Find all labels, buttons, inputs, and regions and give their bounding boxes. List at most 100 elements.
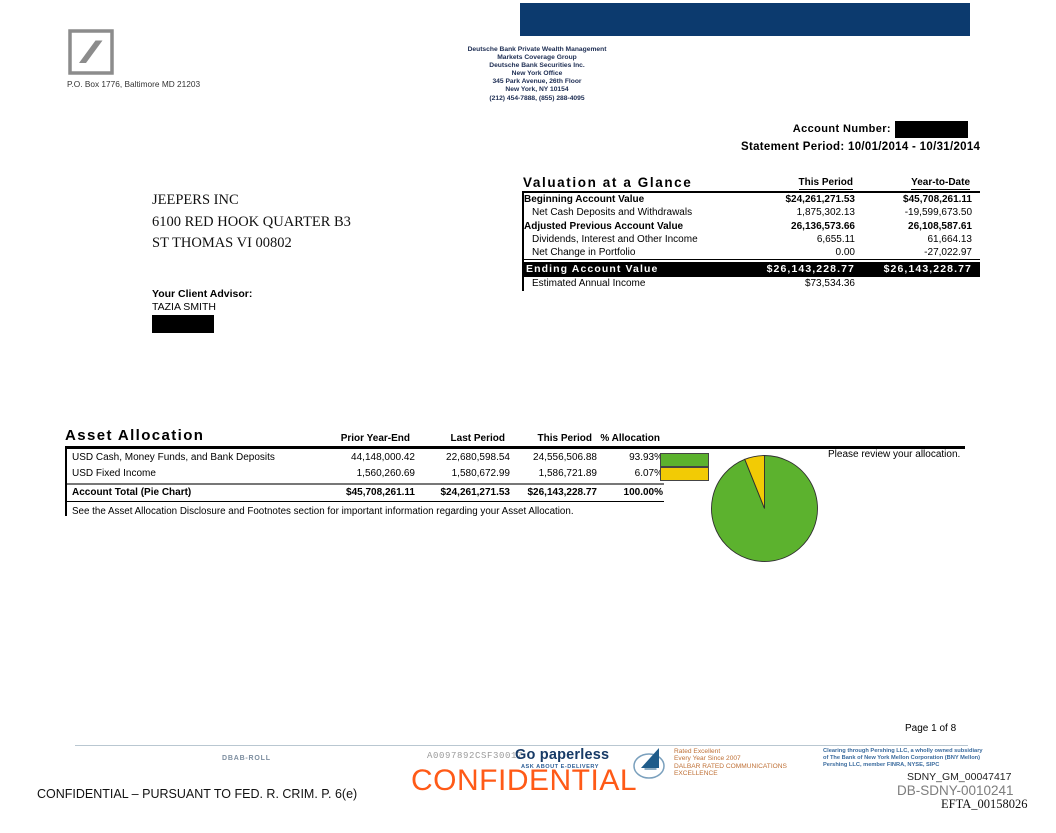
account-number-label: Account Number: [792,123,891,135]
ending-this-period: $26,143,228.77 [766,263,855,276]
valuation-row-label: Net Cash Deposits and Withdrawals [532,207,693,219]
document-code: A0097892CSF30017 [427,751,524,761]
legend-swatch-cash [660,453,709,467]
valuation-row-label: Beginning Account Value [524,194,645,205]
dalbar-seal-icon [629,746,669,780]
valuation-title: Valuation at a Glance [523,175,693,190]
aa-col-percent-allocation: % Allocation [600,433,660,444]
valuation-row-ytd: 26,108,587.61 [908,220,972,232]
valuation-table: Beginning Account Value $24,261,271.53 $45… [522,191,980,292]
aa-col-last-period: Last Period [450,433,505,444]
text-line: Clearing through Pershing LLC, a wholly … [823,748,983,754]
valuation-estimated-row: Estimated Annual Income $73,534.36 [524,277,980,291]
asset-allocation-table: USD Cash, Money Funds, and Bank Deposits… [67,450,664,517]
valuation-row-this-period: 1,875,302.13 [796,207,855,219]
bates-number-sdny-gm: SDNY_GM_00047417 [907,771,1012,783]
asset-allocation-divider [65,446,965,449]
aa-row-last: 22,680,598.54 [446,452,510,463]
confidential-stamp: CONFIDENTIAL [411,764,638,797]
aa-row-label: USD Cash, Money Funds, and Bank Deposits [72,452,275,463]
aa-row-prior: 1,560,260.69 [356,468,415,480]
ending-label: Ending Account Value [526,263,659,276]
text-line: EXCELLENCE [674,770,718,778]
account-number-redaction [895,121,968,138]
asset-allocation-row: USD Cash, Money Funds, and Bank Deposits… [67,450,664,466]
valuation-row: Net Cash Deposits and Withdrawals 1,875,3… [524,206,980,219]
aa-row-last: 1,580,672.99 [451,468,510,480]
allocation-pie-chart [711,455,818,562]
page-number: Page 1 of 8 [905,723,957,734]
valuation-row-label: Net Change in Portfolio [532,247,636,259]
ending-ytd: $26,143,228.77 [883,263,972,276]
go-paperless-text: Go paperless [515,747,610,763]
pershing-disclosure: Clearing through Pershing LLC, a wholly … [823,748,983,770]
text-line: ST THOMAS VI 00802 [152,235,292,251]
aa-col-prior-year-end: Prior Year-End [340,433,410,444]
statement-period: Statement Period: 10/01/2014 - 10/31/201… [741,141,981,153]
valuation-row-ytd: 61,664.13 [927,233,973,245]
valuation-row-label: Adjusted Previous Account Value [524,220,684,232]
footer-divider [75,745,968,746]
valuation-row: Adjusted Previous Account Value 26,136,57… [524,220,980,233]
aa-total-prior: $45,708,261.11 [346,486,415,498]
aa-row-this: 1,586,721.89 [538,468,597,480]
advisor-phone-redaction [152,315,214,333]
aa-row-label: USD Fixed Income [72,468,156,480]
dbab-roll-code: DBAB-ROLL [222,755,271,762]
valuation-row-this-period: 6,655.11 [816,233,855,245]
aa-total-alloc: 100.00% [623,486,663,498]
valuation-ending-row: Ending Account Value $26,143,228.77 $26,… [524,262,980,278]
valuation-row-ytd: -27,022.97 [924,247,972,259]
estimated-this-period: $73,534.36 [804,278,855,290]
client-address-block: JEEPERS INC 6100 RED HOOK QUARTER B3 ST TH… [152,190,351,255]
dalbar-rating-text: Rated Excellent Every Year Since 2007 DALB… [674,748,787,778]
po-box-caption: P.O. Box 1776, Baltimore MD 21203 [67,79,201,89]
deutsche-bank-logo-icon [68,29,114,75]
legend-swatch-fixed-income [660,467,709,481]
pie-slice [744,455,765,509]
asset-allocation-left-rule [65,446,67,516]
aa-total-label: Account Total (Pie Chart) [72,486,192,498]
aa-row-alloc: 6.07% [634,468,663,480]
client-advisor-name: TAZIA SMITH [152,301,216,313]
bank-address-block: Deutsche Bank Private Wealth Management M… [437,46,637,103]
valuation-row: Beginning Account Value $24,261,271.53 $45… [524,193,980,206]
asset-allocation-row: USD Fixed Income 1,560,260.69 1,580,672.99… [67,466,664,485]
valuation-row: Net Change in Portfolio 0.00 -27,022.97 [524,246,980,261]
bates-number-efta: EFTA_00158026 [941,797,1028,811]
estimated-ytd [855,277,980,291]
valuation-col-this-period: This Period [798,177,853,190]
aa-col-this-period: This Period [537,433,592,444]
valuation-row-ytd: $45,708,261.11 [903,194,972,205]
client-advisor-label: Your Client Advisor: [152,288,253,300]
valuation-column-headers: This Period Year-to-Date [522,177,978,190]
text-line: JEEPERS INC [152,192,239,208]
top-navy-bar [520,3,970,36]
text-line: Deutsche Bank Private Wealth Management [467,46,607,53]
confidential-legend: CONFIDENTIAL – PURSUANT TO FED. R. CRIM.… [37,787,358,801]
text-line: Every Year Since 2007 [674,755,741,763]
asset-allocation-title: Asset Allocation [65,427,205,444]
valuation-row-this-period: 0.00 [835,247,855,259]
valuation-row: Dividends, Interest and Other Income 6,65… [524,233,980,246]
valuation-row-ytd: -19,599,673.50 [904,207,972,219]
estimated-label: Estimated Annual Income [532,278,646,290]
aa-row-alloc: 93.93% [629,452,663,463]
text-line: of The Bank of New York Mellon Corporati… [823,755,981,762]
valuation-row-label: Dividends, Interest and Other Income [532,233,698,245]
allocation-review-note: Please review your allocation. [828,449,961,460]
text-line: DALBAR RATED COMMUNICATIONS [674,762,787,770]
text-line: Markets Coverage Group [497,54,577,62]
go-paperless-subtext: ASK ABOUT E-DELIVERY [521,764,599,770]
text-line: Rated Excellent [674,748,721,755]
text-line: Pershing LLC, member FINRA, NYSE, SIPC [823,762,940,769]
valuation-row-this-period: $24,261,271.53 [785,194,855,205]
text-line: New York Office [511,70,563,78]
text-line: 6100 RED HOOK QUARTER B3 [152,213,351,230]
bates-number-db-sdny: DB-SDNY-0010241 [897,783,1014,798]
valuation-row-this-period: 26,136,573.66 [791,220,855,232]
asset-table-body: USD Cash, Money Funds, and Bank Deposits… [67,450,664,485]
valuation-table-body: Beginning Account Value $24,261,271.53 $45… [524,193,980,261]
text-line: New York, NY 10154 [505,86,569,94]
